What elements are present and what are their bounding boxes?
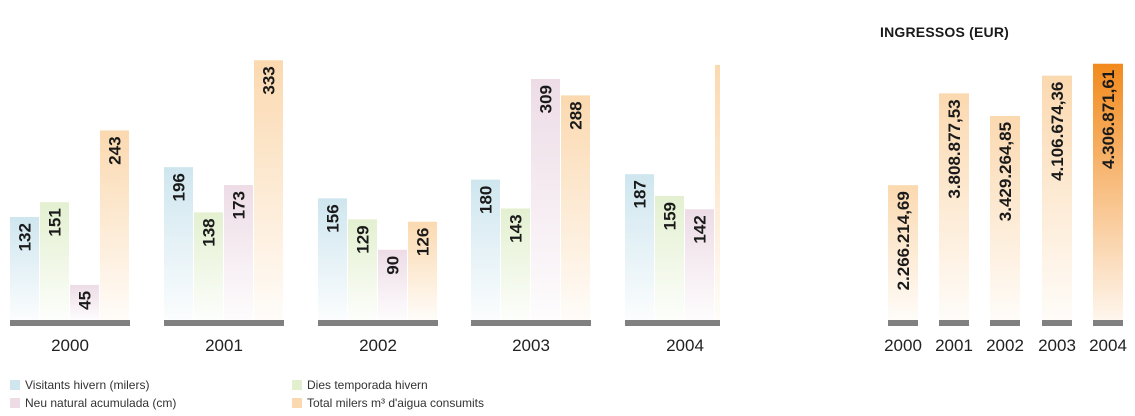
revenue-bar	[1093, 63, 1123, 320]
bar-value-label: 309	[537, 85, 556, 113]
category-axis-bar	[939, 320, 969, 326]
category-label: 2002	[986, 336, 1024, 355]
bar-value-label: 129	[354, 225, 373, 253]
legend-item-neu: Neu natural acumulada (cm)	[10, 395, 292, 410]
legend-swatch	[10, 397, 20, 408]
category-label: 2001	[205, 336, 243, 355]
legend-item-visitants: Visitants hivern (milers)	[10, 377, 292, 392]
category-axis-bar	[990, 320, 1020, 326]
legend-label: Dies temporada hivern	[307, 377, 428, 392]
bar-value-label: 143	[507, 214, 526, 242]
legend-label: Visitants hivern (milers)	[25, 377, 150, 392]
bar-value-label: 90	[384, 256, 403, 275]
bar	[655, 195, 684, 320]
bar-value-label: 138	[200, 218, 219, 246]
category-axis-bar	[318, 320, 438, 326]
legend-label: Neu natural acumulada (cm)	[25, 395, 177, 410]
bar	[348, 219, 377, 320]
revenue-value-label: 3.808.877,53	[945, 99, 964, 198]
bar	[224, 185, 253, 320]
bar-value-label: 45	[76, 291, 95, 310]
bar	[501, 208, 530, 320]
bar	[254, 60, 283, 320]
bar-value-label: 126	[414, 228, 433, 256]
category-axis-bar	[10, 320, 130, 326]
bar-value-label: 132	[16, 223, 35, 251]
revenue-value-label: 4.306.871,61	[1099, 70, 1118, 169]
revenue-value-label: 4.106.674,36	[1048, 82, 1067, 181]
legend-item-aigua: Total milers m³ d'aigua consumits	[292, 395, 570, 410]
legend-swatch	[10, 379, 20, 390]
revenue-bar	[939, 93, 969, 320]
bar	[625, 174, 654, 320]
bar	[408, 221, 437, 320]
category-label: 2003	[1038, 336, 1076, 355]
bar	[531, 78, 560, 320]
bar	[561, 95, 590, 320]
bar-value-label: 288	[567, 101, 586, 129]
category-label: 2002	[359, 336, 397, 355]
bar-value-label: 187	[631, 180, 650, 208]
bar-value-label: 156	[324, 204, 343, 232]
revenue-bar	[990, 115, 1020, 320]
category-label: 2000	[51, 336, 89, 355]
category-axis-bar	[1042, 320, 1072, 326]
bar	[378, 249, 407, 320]
bar	[100, 130, 129, 320]
category-axis-bar	[625, 320, 720, 326]
category-label: 2000	[884, 336, 922, 355]
bar-value-label: 142	[691, 215, 710, 243]
bar	[10, 217, 39, 320]
bar-value-label: 180	[477, 186, 496, 214]
bar-value-label: 151	[46, 208, 65, 236]
revenue-bar	[1042, 75, 1072, 320]
revenue-value-label: 2.266.214,69	[894, 191, 913, 290]
bar	[685, 209, 714, 320]
grouped-bar-chart: 132 151 45 243 2000 196 138 173 333 2001 156 129 90 1…	[10, 60, 720, 355]
legend-label: Total milers m³ d'aigua consumits	[307, 395, 485, 410]
bar	[471, 179, 500, 320]
category-label: 2004	[666, 336, 704, 355]
category-axis-bar	[1093, 320, 1123, 326]
revenue-bar	[888, 185, 918, 320]
bar	[164, 167, 193, 320]
legend-swatch	[292, 397, 302, 408]
bar	[194, 212, 223, 320]
legend-swatch	[292, 379, 302, 390]
bar-value-label: 196	[170, 173, 189, 201]
bar	[40, 202, 69, 320]
chart-legend: Visitants hivern (milers) Dies temporada…	[10, 377, 570, 410]
bar	[715, 64, 720, 320]
revenue-value-label: 3.429.264,85	[996, 122, 1015, 221]
legend-item-dies: Dies temporada hivern	[292, 377, 570, 392]
bar	[318, 198, 347, 320]
bar-value-label: 159	[661, 202, 680, 230]
category-axis-bar	[471, 320, 591, 326]
bar	[70, 284, 99, 320]
revenue-chart-title: INGRESSOS (EUR)	[880, 24, 1010, 40]
category-label: 2001	[935, 336, 973, 355]
category-label: 2003	[512, 336, 550, 355]
bar-value-label: 173	[230, 191, 249, 219]
category-axis-bar	[164, 320, 284, 326]
category-label: 2004	[1089, 336, 1127, 355]
bar-value-label: 243	[106, 136, 125, 164]
category-axis-bar	[888, 320, 918, 326]
bar-value-label: 333	[260, 66, 279, 94]
